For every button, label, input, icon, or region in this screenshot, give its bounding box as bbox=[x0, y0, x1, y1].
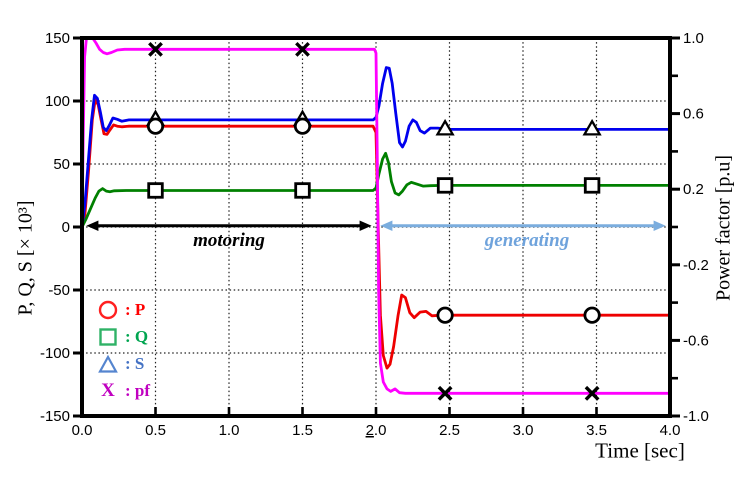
y-axis-left-title: P, Q, S [× 10³] bbox=[14, 200, 37, 316]
circle-marker bbox=[583, 306, 601, 324]
circle-marker bbox=[293, 117, 312, 135]
svg-text:0.0: 0.0 bbox=[72, 422, 93, 439]
svg-text:-1.0: -1.0 bbox=[683, 408, 709, 425]
legend-item-s: : S bbox=[97, 353, 150, 375]
svg-text:-100: -100 bbox=[40, 345, 70, 362]
square-marker bbox=[147, 182, 164, 199]
markers-layer bbox=[145, 41, 602, 401]
legend-item-q: : Q bbox=[97, 326, 150, 348]
triangle-marker-icon bbox=[98, 354, 118, 373]
svg-text:0: 0 bbox=[62, 219, 70, 236]
circle-marker bbox=[146, 117, 165, 135]
legend-label-pf: : pf bbox=[125, 381, 151, 400]
ticks-layer: 150 100 50 0 -50 -100 -150 1.0 0.6 0.2 -0.2 -0.6 -1.… bbox=[40, 30, 709, 439]
circle-marker bbox=[436, 306, 454, 324]
square-marker-icon bbox=[99, 328, 117, 346]
plot-frame bbox=[80, 36, 672, 418]
legend: : P : Q : S X : pf bbox=[97, 299, 150, 407]
svg-text:1.0: 1.0 bbox=[683, 30, 704, 47]
triangle-marker bbox=[435, 118, 455, 136]
svg-text:150: 150 bbox=[45, 30, 70, 47]
legend-item-p: : P bbox=[97, 299, 150, 321]
x-axis-title: Time [sec] bbox=[595, 438, 685, 463]
svg-text:3.0: 3.0 bbox=[513, 422, 534, 439]
legend-item-pf: X : pf bbox=[97, 380, 150, 402]
square-marker bbox=[436, 177, 454, 194]
svg-text:0.2: 0.2 bbox=[683, 181, 704, 198]
annotation-motoring: motoring bbox=[193, 230, 265, 251]
legend-label-q: : Q bbox=[125, 327, 149, 346]
y-axis-right-title: Power factor [p.u] bbox=[712, 154, 735, 302]
square-marker bbox=[294, 182, 311, 199]
legend-label-p: : P bbox=[125, 300, 146, 319]
svg-text:1.5: 1.5 bbox=[292, 422, 313, 439]
svg-text:-150: -150 bbox=[40, 408, 70, 425]
annotation-generating: generating bbox=[484, 230, 570, 251]
svg-text:50: 50 bbox=[53, 156, 70, 173]
x-marker-icon: X bbox=[101, 380, 115, 401]
series-Q-line bbox=[80, 151, 670, 228]
series-S-line bbox=[80, 66, 670, 228]
legend-label-s: : S bbox=[125, 354, 145, 373]
svg-text:100: 100 bbox=[45, 93, 70, 110]
svg-text:0.5: 0.5 bbox=[145, 422, 166, 439]
svg-text:3.5: 3.5 bbox=[586, 422, 607, 439]
svg-text:4.0: 4.0 bbox=[660, 422, 681, 439]
svg-text:0.6: 0.6 bbox=[683, 106, 704, 123]
svg-text:2.0: 2.0 bbox=[366, 422, 387, 439]
square-marker bbox=[583, 177, 601, 194]
svg-text:-0.2: -0.2 bbox=[683, 257, 709, 274]
circle-marker-icon bbox=[98, 300, 118, 320]
svg-text:-50: -50 bbox=[48, 282, 70, 299]
svg-text:1.0: 1.0 bbox=[219, 422, 240, 439]
svg-text:-0.6: -0.6 bbox=[683, 332, 709, 349]
svg-text:2.5: 2.5 bbox=[439, 422, 460, 439]
triangle-marker bbox=[582, 118, 602, 136]
region-arrows-layer bbox=[86, 220, 666, 231]
